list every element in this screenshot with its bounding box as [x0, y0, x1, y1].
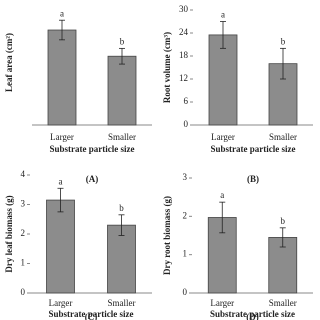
caption: (C) — [85, 312, 98, 320]
bar — [107, 55, 137, 126]
y-tick-label: 2 — [183, 210, 188, 220]
y-axis-label: Dry leaf biomass (g) — [4, 195, 14, 272]
x-axis-label: Substrate particle size — [210, 309, 295, 319]
significance-letter: a — [60, 8, 64, 18]
y-tick-label: 18 — [179, 50, 189, 60]
x-axis-label: Substrate particle size — [211, 144, 296, 154]
bar — [46, 199, 75, 294]
x-tick-label: Larger — [210, 298, 234, 308]
x-tick-label: Larger — [49, 298, 73, 308]
significance-letter: b — [119, 203, 124, 213]
y-tick-label: 0 — [183, 287, 188, 297]
y-tick-label: 0 — [21, 287, 26, 297]
y-tick-label: 3 — [21, 199, 26, 209]
caption: (A) — [86, 174, 99, 184]
bar — [268, 63, 298, 126]
x-tick-label: Smaller — [108, 132, 136, 142]
bar — [47, 29, 77, 126]
significance-letter: b — [281, 36, 286, 46]
significance-letter: a — [221, 10, 225, 20]
y-tick-label: 24 — [179, 27, 189, 37]
x-tick-label: Larger — [50, 132, 74, 142]
y-tick-label: 4 — [21, 169, 26, 179]
y-tick-label: 12 — [179, 73, 188, 83]
y-axis-label: Dry root biomass (g) — [162, 196, 172, 275]
x-tick-label: Smaller — [269, 132, 297, 142]
significance-letter: a — [59, 176, 63, 186]
x-tick-label: Smaller — [269, 298, 297, 308]
y-tick-label: 6 — [184, 96, 189, 106]
y-tick-label: 3 — [183, 172, 188, 182]
significance-letter: a — [220, 190, 224, 200]
bar — [208, 34, 238, 126]
x-axis-label: Substrate particle size — [50, 144, 135, 154]
y-tick-label: 2 — [21, 228, 26, 238]
bar — [107, 224, 136, 294]
y-axis-label: Leaf area (cm²) — [4, 33, 14, 92]
significance-letter: b — [120, 36, 125, 46]
y-tick-label: 30 — [179, 4, 189, 14]
caption: (B) — [247, 174, 259, 184]
y-tick-label: 1 — [21, 258, 26, 268]
significance-letter: b — [281, 216, 286, 226]
caption: (D) — [246, 312, 259, 320]
x-axis-label: Substrate particle size — [49, 309, 134, 319]
x-tick-label: Larger — [211, 132, 235, 142]
y-axis-label: Root volume (cm³) — [162, 32, 172, 103]
y-tick-label: 0 — [184, 119, 189, 129]
y-tick-label: 1 — [183, 249, 188, 259]
x-tick-label: Smaller — [108, 298, 136, 308]
